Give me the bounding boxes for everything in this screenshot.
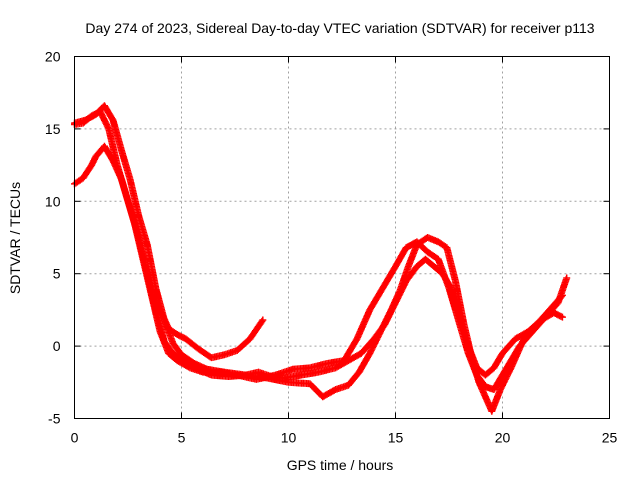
y-tick-label: 15 <box>45 121 61 137</box>
x-tick-label: 25 <box>602 430 618 446</box>
data-point-marker <box>563 274 571 282</box>
plot-frame <box>74 56 610 419</box>
chart-title: Day 274 of 2023, Sidereal Day-to-day VTE… <box>85 20 594 36</box>
series-track-3 <box>71 142 566 382</box>
x-tick-label: 10 <box>281 430 297 446</box>
data-points <box>71 102 571 415</box>
y-tick-label: 10 <box>45 193 61 209</box>
data-point-marker <box>258 317 266 325</box>
y-tick-label: -5 <box>48 411 61 427</box>
y-tick-label: 20 <box>45 49 61 65</box>
x-tick-label: 5 <box>178 430 186 446</box>
x-tick-label: 20 <box>495 430 511 446</box>
tick-labels: 0 5 10 15 20 25 -5 0 5 10 15 20 <box>45 49 618 446</box>
x-tick-label: 0 <box>71 430 79 446</box>
x-axis-label: GPS time / hours <box>287 457 394 473</box>
series-track-4 <box>148 291 267 362</box>
data-point-marker <box>259 316 267 324</box>
x-tick-label: 15 <box>388 430 404 446</box>
y-axis-label: SDTVAR / TECUs <box>7 182 23 294</box>
data-point-marker <box>558 313 566 321</box>
y-tick-label: 0 <box>53 338 61 354</box>
y-tick-label: 5 <box>53 266 61 282</box>
